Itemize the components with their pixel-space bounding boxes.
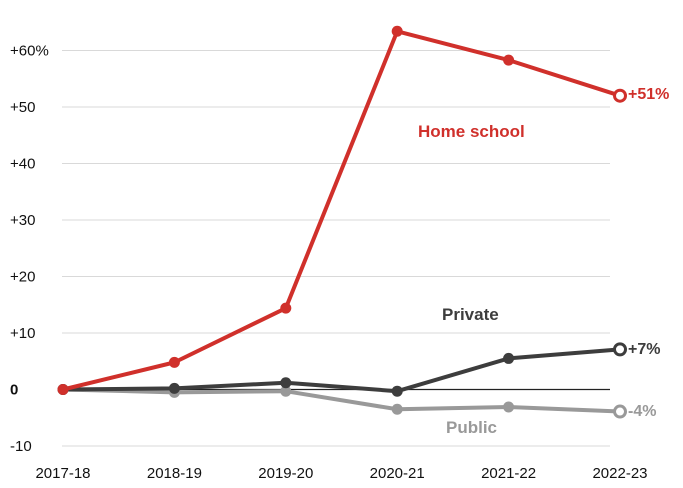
data-point-private bbox=[503, 352, 515, 364]
x-tick-label: 2022-23 bbox=[592, 465, 647, 482]
data-point-private bbox=[280, 377, 292, 389]
y-tick-label: +30 bbox=[10, 212, 35, 229]
data-point-home-school bbox=[503, 54, 515, 66]
series-line-public bbox=[61, 387, 622, 414]
y-axis-tick-labels: +60% +50 +40 +30 +20 +10 0 -10 bbox=[10, 43, 49, 456]
x-axis-tick-labels: 2017-18 2018-19 2019-20 2020-21 2021-22 2022-… bbox=[35, 465, 647, 482]
data-point-home-school bbox=[168, 356, 180, 368]
data-point-private bbox=[613, 342, 627, 357]
y-tick-label: +50 bbox=[10, 99, 35, 116]
series-line-private bbox=[61, 347, 622, 394]
x-tick-label: 2020-21 bbox=[370, 465, 425, 482]
series-label-public: Public bbox=[446, 418, 497, 437]
series-label-home-school: Home school bbox=[418, 122, 525, 141]
x-tick-label: 2018-19 bbox=[147, 465, 202, 482]
data-point-public bbox=[503, 401, 515, 413]
end-label-home-school: +51% bbox=[628, 86, 669, 103]
data-point-private bbox=[168, 382, 180, 394]
data-point-home-school bbox=[391, 25, 403, 37]
data-point-public bbox=[391, 403, 403, 415]
y-tick-label: +20 bbox=[10, 269, 35, 286]
x-tick-label: 2021-22 bbox=[481, 465, 536, 482]
y-tick-label: +40 bbox=[10, 156, 35, 173]
series-points bbox=[57, 25, 627, 419]
y-tick-label: +60% bbox=[10, 43, 49, 60]
series-line-home-school bbox=[61, 29, 622, 392]
series-labels: Home school Private Public +51% +7% -4% bbox=[418, 86, 669, 437]
x-tick-label: 2017-18 bbox=[35, 465, 90, 482]
data-point-public bbox=[613, 404, 627, 419]
series-lines bbox=[61, 29, 622, 414]
y-tick-label: -10 bbox=[10, 438, 32, 455]
y-tick-label: +10 bbox=[10, 325, 35, 342]
data-point-home-school bbox=[613, 88, 627, 103]
data-point-home-school bbox=[280, 302, 292, 314]
data-point-home-school bbox=[57, 384, 69, 395]
data-point-public bbox=[280, 385, 292, 397]
series-label-private: Private bbox=[442, 305, 499, 324]
y-tick-label: 0 bbox=[10, 382, 18, 399]
end-label-private: +7% bbox=[628, 341, 660, 358]
end-label-public: -4% bbox=[628, 403, 656, 420]
data-point-private bbox=[391, 385, 403, 397]
x-tick-label: 2019-20 bbox=[258, 465, 313, 482]
